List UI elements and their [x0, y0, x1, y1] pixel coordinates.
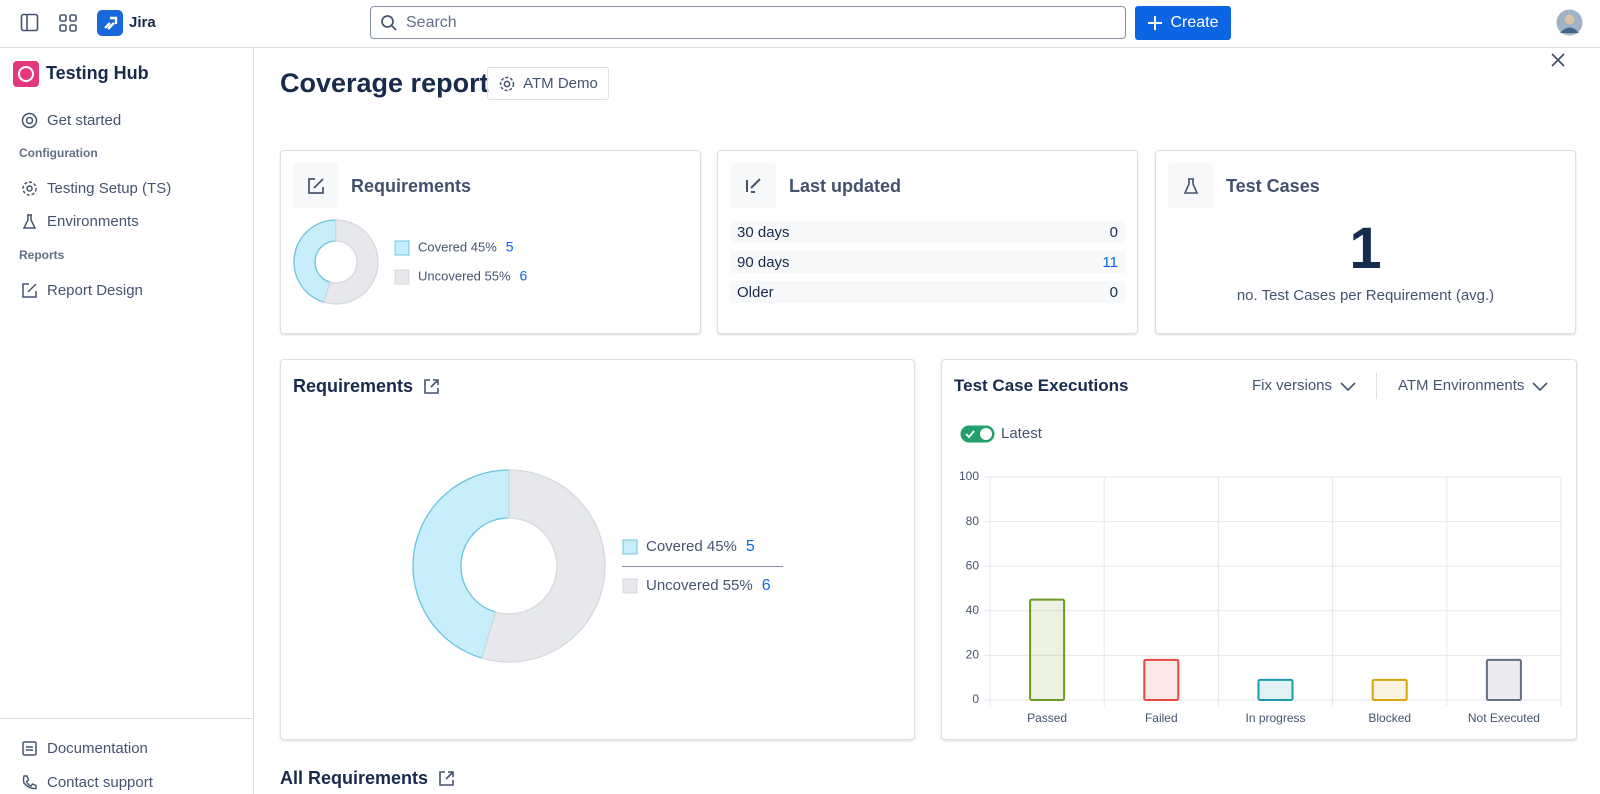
nav-icon [21, 282, 38, 299]
nav-icon [21, 740, 38, 757]
icon-box [731, 163, 776, 208]
filter-label: ATM Environments [1398, 377, 1524, 394]
jira-logo[interactable] [97, 10, 123, 36]
nav-icon [21, 774, 38, 791]
nav-icon [21, 180, 38, 197]
nav-item[interactable]: Report Design [21, 278, 143, 302]
chart-title: Test Case Executions [954, 376, 1128, 396]
filter-label: Fix versions [1252, 377, 1332, 394]
filter-dropdown[interactable]: Fix versions [1252, 377, 1356, 394]
chart-heading: Requirements [293, 376, 440, 397]
project-label: ATM Demo [523, 75, 598, 92]
filter-dropdown[interactable]: ATM Environments [1398, 377, 1548, 394]
nav-icon [21, 213, 38, 230]
nav-item[interactable]: Testing Setup (TS) [21, 176, 171, 200]
sidebar-title: Testing Hub [46, 63, 149, 84]
toggle[interactable] [960, 425, 995, 443]
nav-item[interactable]: Environments [21, 209, 139, 233]
external-link[interactable] [438, 770, 455, 787]
nav-label: Documentation [47, 740, 148, 757]
nav-item[interactable]: Get started [21, 108, 121, 132]
chevron [1340, 381, 1356, 391]
sidebar: Testing Hub Get started Configuration Te… [0, 48, 254, 794]
toggle-label: Latest [1001, 425, 1042, 442]
apps-icon[interactable] [59, 14, 77, 32]
close-button[interactable] [1551, 53, 1565, 67]
nav-label: Get started [47, 112, 121, 129]
nav-heading: Reports [19, 248, 64, 262]
nav-item[interactable]: Contact support [21, 770, 153, 794]
plus-icon [1147, 15, 1163, 31]
section-heading: All Requirements [280, 768, 455, 789]
card-title: Test Cases [1226, 176, 1320, 197]
nav-icon [21, 112, 38, 129]
search-icon [380, 14, 398, 32]
requirements-chart-card [280, 359, 915, 740]
edit-list-icon [745, 177, 763, 195]
create-label: Create [1170, 14, 1218, 32]
table-row: 30 days 0 [730, 221, 1125, 243]
table-row: 90 days 11 [730, 251, 1125, 273]
nav-label: Report Design [47, 282, 143, 299]
card-title: Requirements [351, 176, 471, 197]
big-number: 1 [1155, 215, 1576, 282]
page-title: Coverage report [280, 68, 489, 99]
chevron [1532, 381, 1548, 391]
external-link[interactable] [423, 378, 440, 395]
hub-logo [13, 61, 39, 87]
avatar[interactable] [1556, 9, 1583, 36]
row-label: 30 days [737, 224, 790, 241]
flask-icon [1182, 177, 1200, 195]
executions-card [941, 359, 1577, 740]
topbar: Jira Search Create [0, 0, 1600, 48]
filter-divider [1376, 373, 1377, 399]
nav-item[interactable]: Documentation [21, 736, 148, 760]
app-name[interactable]: Jira [129, 14, 156, 31]
nav-label: Testing Setup (TS) [47, 180, 171, 197]
caption: no. Test Cases per Requirement (avg.) [1155, 287, 1576, 304]
project-button[interactable]: ATM Demo [487, 67, 609, 100]
sidebar-toggle[interactable] [20, 13, 39, 32]
search-placeholder: Search [406, 14, 457, 32]
edit-icon [307, 177, 325, 195]
section-title: All Requirements [280, 768, 428, 789]
icon-box [1168, 163, 1213, 208]
chart-title: Requirements [293, 376, 413, 397]
row-label: Older [737, 284, 774, 301]
requirements-card [280, 150, 701, 334]
nav-label: Environments [47, 213, 139, 230]
row-value: 0 [1110, 284, 1118, 301]
gear-icon [498, 75, 516, 93]
nav-label: Contact support [47, 774, 153, 791]
row-value[interactable]: 11 [1102, 254, 1118, 271]
sidebar-divider [0, 718, 253, 719]
row-value: 0 [1110, 224, 1118, 241]
icon-box [293, 163, 338, 208]
row-label: 90 days [737, 254, 790, 271]
table-row: Older 0 [730, 281, 1125, 303]
search-box[interactable]: Search [370, 6, 1126, 39]
card-title: Last updated [789, 176, 901, 197]
nav-heading: Configuration [19, 146, 98, 160]
create-button[interactable]: Create [1135, 6, 1231, 40]
